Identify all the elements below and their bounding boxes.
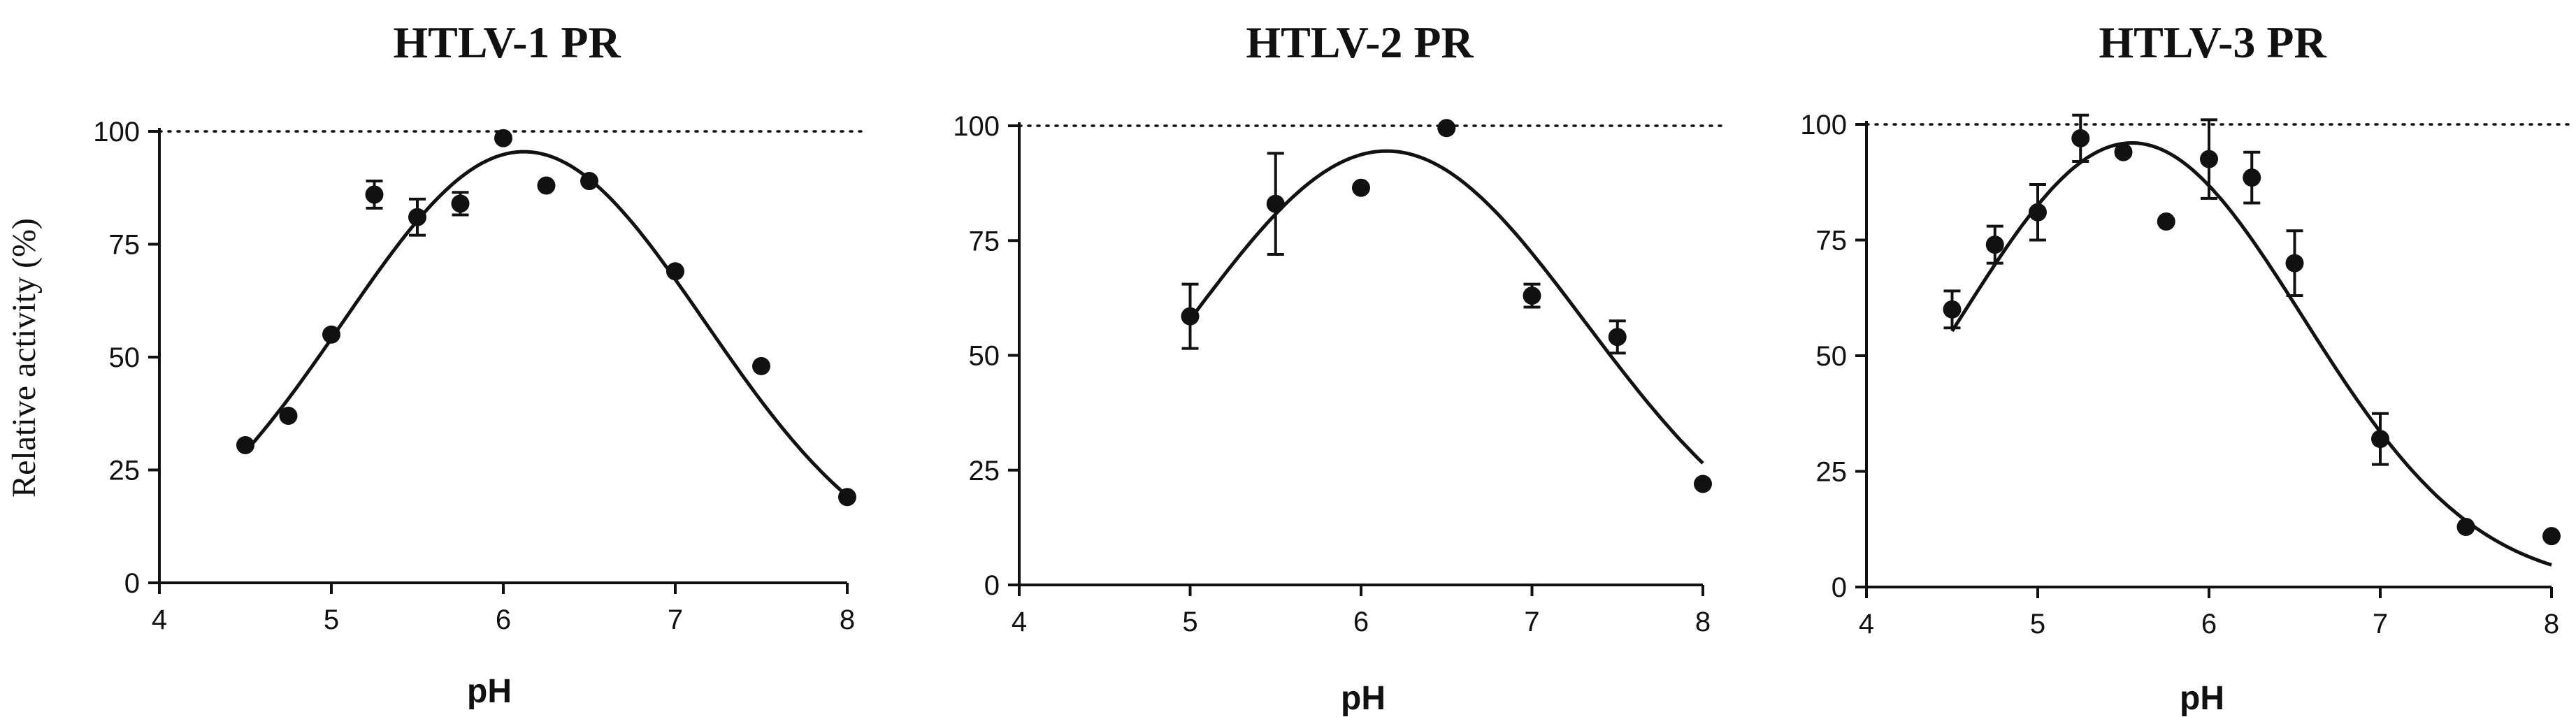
x-tick-label: 7	[1524, 607, 1539, 637]
y-tick-label: 50	[969, 341, 1000, 372]
fit-curve	[244, 150, 849, 498]
panel-2-x-axis-title: pH	[1341, 680, 1386, 717]
data-point	[365, 185, 384, 204]
data-point	[1694, 475, 1712, 493]
data-point	[1523, 287, 1541, 305]
x-tick-label: 5	[1182, 607, 1197, 637]
y-tick-label: 100	[93, 117, 140, 147]
y-tick-label: 0	[124, 568, 140, 599]
panel-3-title: HTLV-3 PR	[2099, 17, 2326, 67]
y-tick-label: 50	[109, 342, 141, 373]
data-point	[451, 194, 470, 213]
data-point	[1266, 194, 1285, 213]
x-tick-label: 7	[2373, 609, 2388, 639]
y-tick-label: 50	[1816, 341, 1848, 372]
panel-1-x-axis-title: pH	[467, 673, 512, 710]
x-tick-label: 4	[1012, 607, 1027, 637]
data-point	[2029, 203, 2047, 222]
y-tick-label: 75	[969, 226, 1000, 256]
chart-panel-2: HTLV-2 PR 0 25 50 75 100 4 5 6 7 8 pH	[953, 17, 1725, 717]
x-tick-label: 8	[2544, 609, 2559, 639]
x-tick-label: 4	[1859, 609, 1874, 639]
panel-2-title: HTLV-2 PR	[1246, 17, 1474, 67]
y-tick-label: 75	[1816, 226, 1848, 256]
x-tick-label: 6	[496, 604, 511, 635]
panel-3-plot: 0 25 50 75 100 4 5 6 7 8	[1800, 110, 2574, 639]
data-point	[494, 129, 512, 147]
y-tick-label: 75	[109, 230, 141, 261]
fit-curve	[1950, 140, 2552, 567]
y-tick-label: 25	[109, 456, 141, 486]
panel-2-plot: 0 25 50 75 100 4 5 6 7 8	[953, 111, 1725, 637]
data-point	[1181, 307, 1200, 326]
x-tick-label: 6	[1353, 607, 1369, 637]
data-point	[1943, 300, 1962, 319]
y-tick-label: 0	[1832, 572, 1847, 603]
panel-3-x-axis-title: pH	[2180, 680, 2224, 717]
data-point	[838, 488, 856, 507]
data-point	[2243, 168, 2261, 187]
y-tick-label: 25	[1816, 457, 1848, 488]
x-tick-label: 6	[2201, 609, 2217, 639]
y-tick-label: 0	[984, 570, 1000, 601]
fit-curve	[1188, 149, 1704, 465]
panel-1-title: HTLV-1 PR	[393, 17, 621, 67]
data-point	[279, 406, 298, 425]
x-tick-label: 4	[152, 604, 167, 635]
data-point	[580, 172, 598, 191]
data-point	[2371, 430, 2389, 449]
data-point	[1608, 328, 1627, 347]
x-tick-label: 8	[840, 604, 855, 635]
data-point	[1437, 119, 1456, 138]
y-tick-label: 25	[969, 456, 1000, 486]
data-point	[1985, 236, 2004, 254]
data-point	[2285, 254, 2304, 273]
x-tick-label: 5	[2030, 609, 2045, 639]
y-tick-label: 100	[1800, 110, 1847, 140]
x-tick-label: 7	[668, 604, 683, 635]
data-point	[2200, 150, 2218, 168]
data-point	[666, 262, 684, 281]
data-point	[2071, 129, 2090, 147]
data-point	[2542, 527, 2561, 546]
data-point	[1352, 178, 1370, 197]
data-point	[2456, 517, 2475, 536]
chart-panel-1: HTLV-1 PR 0 25 50 75 100 4 5 6 7 8 pH	[93, 17, 870, 710]
data-point	[322, 325, 340, 344]
data-point	[236, 435, 254, 454]
x-tick-label: 5	[324, 604, 339, 635]
data-point	[537, 176, 556, 195]
y-tick-label: 100	[953, 111, 1000, 142]
data-point	[752, 356, 770, 375]
chart-panel-3: HTLV-3 PR 0 25 50 75 100 4 5 6 7 8 pH	[1800, 17, 2574, 717]
y-axis-title: Relative activity (%)	[6, 218, 43, 498]
data-point	[2157, 212, 2175, 231]
x-tick-label: 8	[1695, 607, 1711, 637]
data-point	[2114, 143, 2133, 161]
panel-1-plot: 0 25 50 75 100 4 5 6 7 8	[93, 117, 870, 635]
data-point	[408, 208, 426, 226]
